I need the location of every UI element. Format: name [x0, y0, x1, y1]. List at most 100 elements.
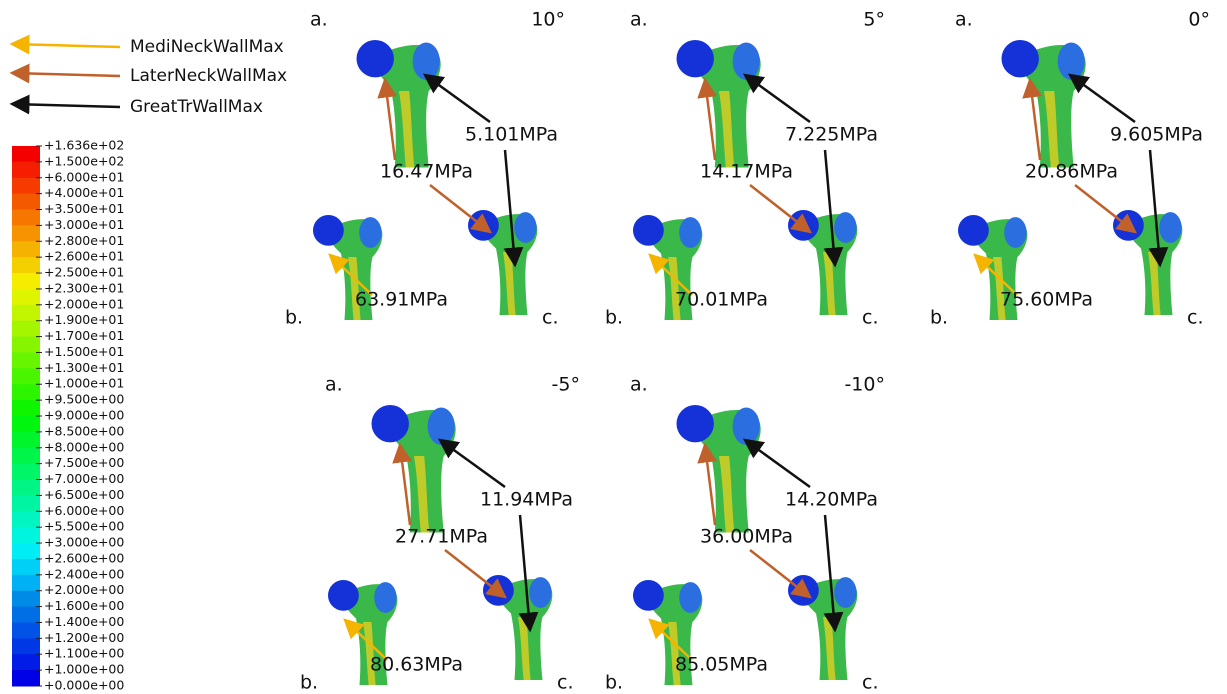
- panel-label: b.: [285, 307, 303, 329]
- arrow: [430, 185, 490, 232]
- angle-label: 5°: [863, 9, 885, 31]
- medi-neck-value: 80.63MPa: [370, 654, 463, 676]
- arrow: [445, 550, 505, 597]
- femur-trochanter: [679, 217, 701, 248]
- colorbar-segment: [12, 210, 40, 226]
- legend-label: LaterNeckWallMax: [130, 66, 287, 86]
- colorbar-segment: [12, 273, 40, 289]
- great-tr-value: 7.225MPa: [785, 124, 878, 146]
- arrow: [12, 73, 120, 76]
- colorbar-segment: [12, 575, 40, 591]
- panel-label: a.: [955, 9, 973, 31]
- femur-model: [788, 575, 857, 680]
- arrow: [440, 440, 505, 487]
- colorbar-label: +3.000e+00: [44, 535, 124, 550]
- femur-model: [468, 210, 537, 315]
- angle-label: -5°: [552, 374, 580, 396]
- femur-head: [633, 215, 664, 246]
- colorbar-label: +1.600e+00: [44, 598, 124, 613]
- colorbar-label: +1.000e+01: [44, 376, 124, 391]
- colorbar-segment: [12, 670, 40, 686]
- great-tr-value: 11.94MPa: [480, 489, 573, 511]
- colorbar-label: +4.000e+01: [44, 185, 124, 200]
- colorbar-label: +1.400e+00: [44, 614, 124, 629]
- medi-neck-value: 70.01MPa: [675, 289, 768, 311]
- colorbar-segment: [12, 305, 40, 321]
- femur-head: [958, 215, 989, 246]
- colorbar-label: +1.000e+00: [44, 662, 124, 677]
- colorbar-label: +9.000e+00: [44, 408, 124, 423]
- colorbar-label: +9.500e+00: [44, 392, 124, 407]
- colorbar-segment: [12, 654, 40, 670]
- colorbar-label: +8.500e+00: [44, 423, 124, 438]
- femur-model: [483, 575, 552, 680]
- colorbar-segment: [12, 591, 40, 607]
- medi-neck-value: 85.05MPa: [675, 654, 768, 676]
- colorbar-label: +1.500e+02: [44, 153, 124, 168]
- legend-label: GreatTrWallMax: [130, 97, 263, 117]
- colorbar-segment: [12, 543, 40, 559]
- colorbar-label: +1.900e+01: [44, 312, 124, 327]
- colorbar-segment: [12, 432, 40, 448]
- colorbar-segment: [12, 368, 40, 384]
- colorbar-segment: [12, 225, 40, 241]
- colorbar-label: +1.200e+00: [44, 630, 124, 645]
- colorbar-label: +5.500e+00: [44, 519, 124, 534]
- colorbar-label: +2.500e+01: [44, 265, 124, 280]
- great-tr-value: 14.20MPa: [785, 489, 878, 511]
- panel-label: b.: [605, 672, 623, 694]
- colorbar-label: +1.636e+02: [44, 138, 124, 153]
- colorbar-label: +2.600e+01: [44, 249, 124, 264]
- medi-neck-value: 75.60MPa: [1000, 289, 1093, 311]
- colorbar-segment: [12, 352, 40, 368]
- great-tr-value: 5.101MPa: [465, 124, 558, 146]
- colorbar-segment: [12, 638, 40, 654]
- colorbar-segment: [12, 495, 40, 511]
- panel-label: a.: [630, 9, 648, 31]
- colorbar-segment: [12, 178, 40, 194]
- colorbar-segment: [12, 416, 40, 432]
- femur-model: [788, 210, 857, 315]
- panel-label: c.: [862, 672, 879, 694]
- colorbar-segment: [12, 257, 40, 273]
- arrow: [745, 75, 810, 122]
- colorbar-label: +1.700e+01: [44, 328, 124, 343]
- colorbar-segment: [12, 480, 40, 496]
- colorbar-segment: [12, 448, 40, 464]
- colorbar-segment: [12, 511, 40, 527]
- panel-label: c.: [1187, 307, 1204, 329]
- colorbar-label: +2.000e+00: [44, 582, 124, 597]
- angle-label: -10°: [844, 374, 885, 396]
- femur-model: [357, 40, 441, 168]
- panel-label: b.: [605, 307, 623, 329]
- femur-head: [1002, 40, 1039, 77]
- legend-label: MediNeckWallMax: [130, 37, 284, 57]
- later-neck-value: 27.71MPa: [395, 526, 488, 548]
- femur-trochanter: [1004, 217, 1026, 248]
- femur-trochanter: [834, 577, 856, 608]
- femur-model: [677, 405, 761, 533]
- femur-trochanter: [374, 582, 396, 613]
- femur-trochanter: [679, 582, 701, 613]
- angle-label: 0°: [1188, 9, 1210, 31]
- arrow: [1075, 185, 1135, 232]
- medi-neck-value: 63.91MPa: [355, 289, 448, 311]
- colorbar-segment: [12, 622, 40, 638]
- colorbar-label: +2.800e+01: [44, 233, 124, 248]
- arrow: [12, 44, 120, 47]
- colorbar-label: +6.500e+00: [44, 487, 124, 502]
- colorbar-segment: [12, 241, 40, 257]
- angle-label: 10°: [531, 9, 565, 31]
- panel-label: b.: [300, 672, 318, 694]
- colorbar-segment: [12, 607, 40, 623]
- colorbar-segment: [12, 400, 40, 416]
- femur-model: [372, 405, 456, 533]
- femur-model: [677, 40, 761, 168]
- femur-trochanter: [359, 217, 381, 248]
- later-neck-value: 14.17MPa: [700, 161, 793, 183]
- later-neck-value: 16.47MPa: [380, 161, 473, 183]
- colorbar-segment: [12, 559, 40, 575]
- colorbar-segment: [12, 162, 40, 178]
- colorbar-label: +7.500e+00: [44, 455, 124, 470]
- femur-head: [633, 580, 664, 611]
